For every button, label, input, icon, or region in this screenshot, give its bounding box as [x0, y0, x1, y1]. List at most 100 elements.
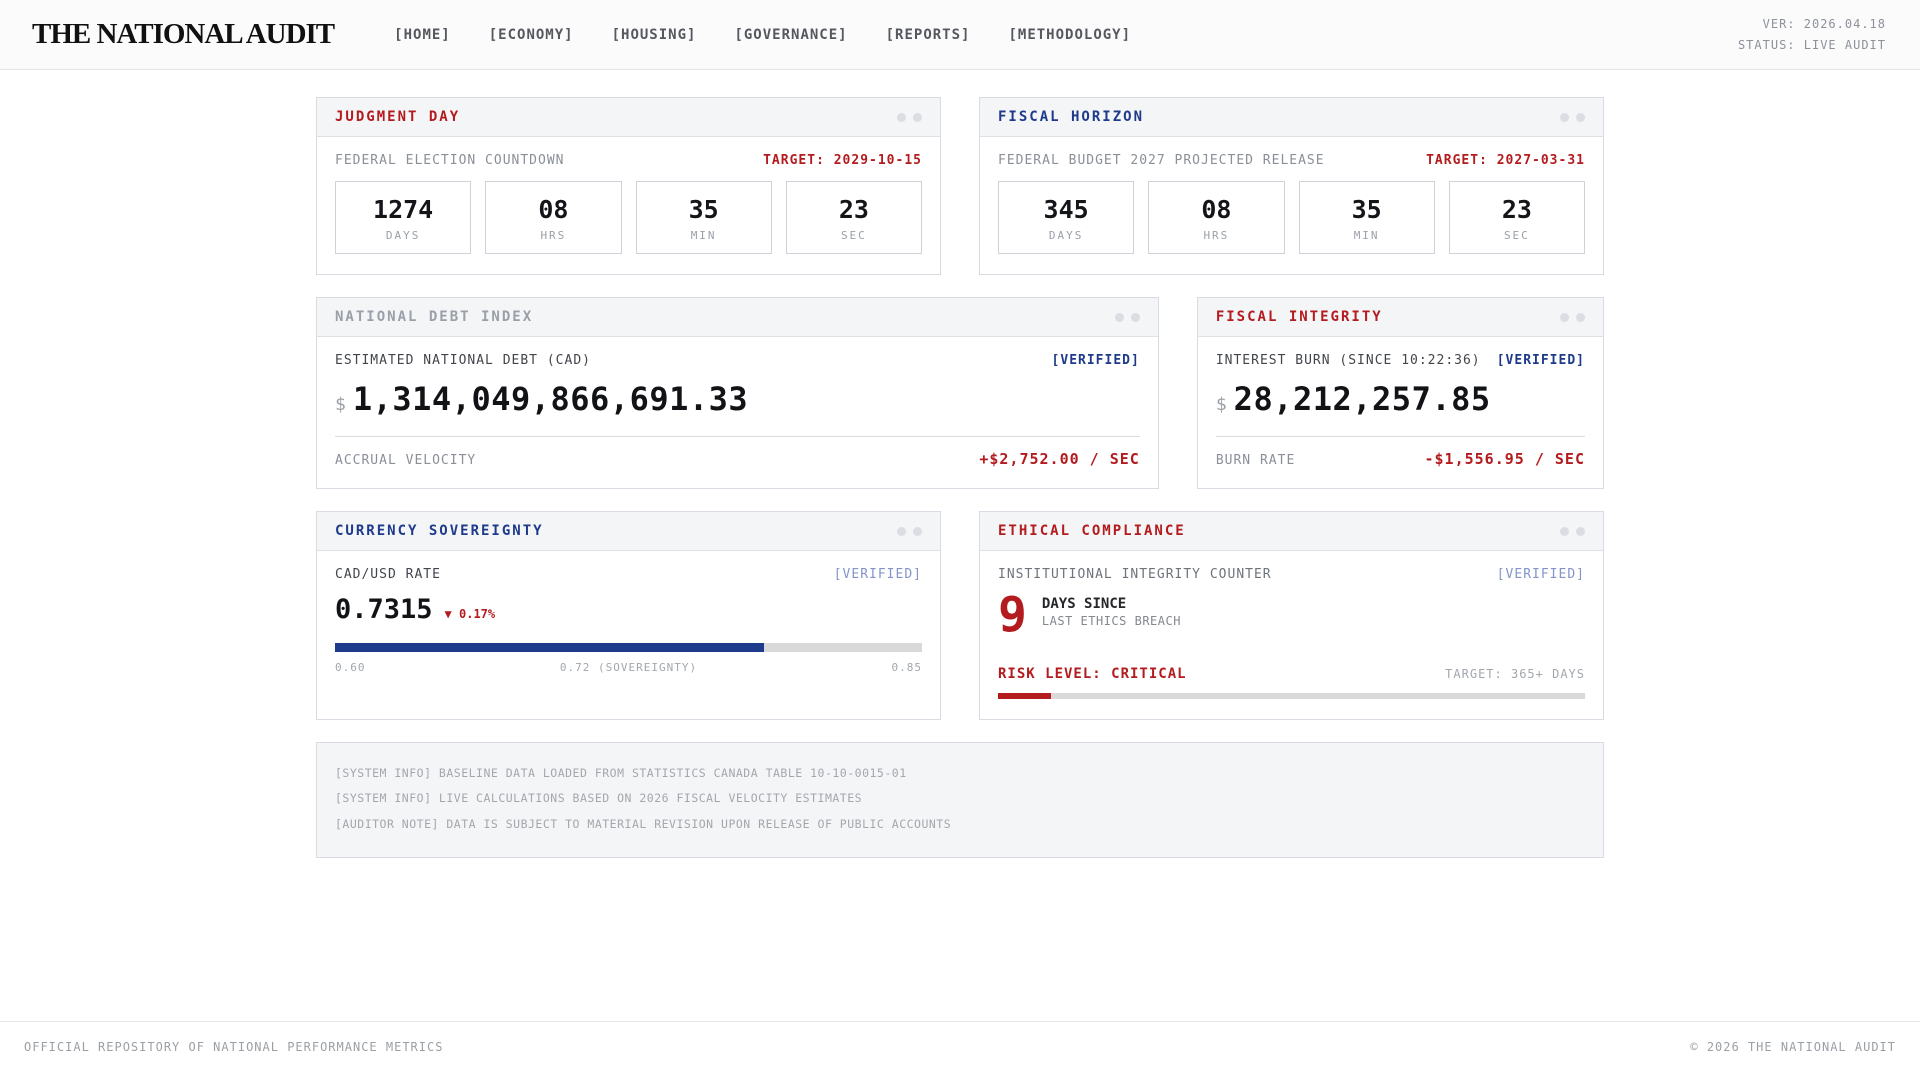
ethical-compliance-header: ETHICAL COMPLIANCE [980, 512, 1603, 551]
status-label: STATUS: LIVE AUDIT [1737, 37, 1886, 52]
divider [1215, 436, 1585, 437]
divider [335, 436, 1140, 437]
risk-progress-fill [998, 693, 1051, 700]
footer-left-text: OFFICIAL REPOSITORY OF NATIONAL PERFORMA… [24, 1040, 444, 1054]
footer-copyright: © 2026 THE NATIONAL AUDIT [1690, 1040, 1896, 1054]
burn-rate-value: -$1,556.95 / SEC [1424, 450, 1585, 468]
system-log-line: [SYSTEM INFO] BASELINE DATA LOADED FROM … [335, 766, 907, 781]
risk-target-label: TARGET: 365+ DAYS [1445, 667, 1585, 682]
integrity-counter-label: INSTITUTIONAL INTEGRITY COUNTER [998, 567, 1272, 582]
sovereignty-progress-fill [335, 643, 764, 652]
fiscal-integrity-panel: FISCAL INTEGRITY INTEREST BURN (SINCE 10… [1196, 297, 1604, 489]
verified-badge: [VERIFIED] [1496, 353, 1585, 368]
scale-mid: 0.72 (SOVEREIGNTY) [559, 661, 698, 674]
panel-title: NATIONAL DEBT INDEX [335, 309, 534, 325]
version-label: VER: 2026.04.18 [1762, 17, 1886, 32]
verified-badge: [VERIFIED] [1051, 353, 1140, 368]
countdown-sec-value: 23 [838, 195, 869, 224]
days-since-label: DAYS SINCE [1041, 596, 1127, 612]
judgment-day-panel: JUDGMENT DAY FEDERAL ELECTION COUNTDOWN … [316, 97, 941, 275]
last-breach-label: LAST ETHICS BREACH [1041, 614, 1181, 628]
countdown-days-unit: DAYS [1048, 229, 1084, 242]
countdown-target-date: TARGET: 2029-10-15 [763, 153, 922, 168]
version-status: VER: 2026.04.18 STATUS: LIVE AUDIT [1738, 14, 1886, 55]
countdown-days: 345 DAYS [998, 181, 1135, 254]
debt-value: 1,314,049,866,691.33 [352, 380, 749, 418]
top-bar: THE NATIONAL AUDIT [HOME] [ECONOMY] [HOU… [0, 0, 1920, 70]
panel-title: CURRENCY SOVEREIGNTY [335, 523, 544, 539]
system-log-line: [SYSTEM INFO] LIVE CALCULATIONS BASED ON… [335, 791, 863, 806]
fiscal-horizon-header: FISCAL HORIZON [980, 98, 1603, 137]
countdown-grid: 1274 DAYS 08 HRS 35 MIN 23 SEC [335, 181, 922, 254]
main-nav: [HOME] [ECONOMY] [HOUSING] [GOVERNANCE] … [394, 27, 1131, 43]
currency-symbol: $ [335, 394, 346, 415]
countdown-sec-unit: SEC [840, 229, 867, 242]
nav-item-housing[interactable]: [HOUSING] [611, 26, 697, 43]
countdown-min-value: 35 [688, 195, 719, 224]
countdown-days: 1274 DAYS [335, 181, 472, 254]
sovereignty-progress-track [335, 643, 922, 652]
panel-title: FISCAL HORIZON [998, 109, 1145, 125]
currency-sovereignty-header: CURRENCY SOVEREIGNTY [317, 512, 940, 551]
national-debt-header: NATIONAL DEBT INDEX [317, 298, 1158, 337]
fiscal-integrity-header: FISCAL INTEGRITY [1197, 298, 1603, 337]
countdown-days-unit: DAYS [385, 229, 421, 242]
countdown-sec-value: 23 [1501, 195, 1532, 224]
interest-burn-label: INTEREST BURN (SINCE 10:22:36) [1215, 353, 1481, 368]
countdown-min-unit: MIN [690, 229, 717, 242]
countdown-days-value: 345 [1043, 195, 1089, 224]
countdown-subtitle: FEDERAL BUDGET 2027 PROJECTED RELEASE [998, 153, 1325, 168]
risk-progress-track [998, 693, 1585, 700]
risk-level-label: RISK LEVEL: CRITICAL [998, 666, 1187, 683]
accrual-velocity-value: +$2,752.00 / SEC [979, 450, 1140, 468]
dashboard: JUDGMENT DAY FEDERAL ELECTION COUNTDOWN … [316, 70, 1604, 1021]
countdown-hrs-unit: HRS [540, 229, 567, 242]
panel-title: FISCAL INTEGRITY [1215, 309, 1383, 325]
fiscal-horizon-panel: FISCAL HORIZON FEDERAL BUDGET 2027 PROJE… [979, 97, 1604, 275]
countdown-min: 35 MIN [635, 181, 772, 254]
verified-badge: [VERIFIED] [833, 567, 922, 582]
countdown-sec: 23 SEC [785, 181, 922, 254]
countdown-min-value: 35 [1351, 195, 1382, 224]
rate-change-down: ▼ 0.17% [444, 607, 496, 621]
panel-title: JUDGMENT DAY [335, 109, 461, 125]
countdown-min-unit: MIN [1353, 229, 1380, 242]
accrual-velocity-label: ACCRUAL VELOCITY [335, 453, 477, 468]
countdown-hrs: 08 HRS [1148, 181, 1285, 254]
panel-dots-icon [1560, 112, 1585, 122]
nav-item-governance[interactable]: [GOVERNANCE] [734, 26, 848, 43]
countdown-min: 35 MIN [1298, 181, 1435, 254]
panel-title: ETHICAL COMPLIANCE [998, 523, 1186, 539]
burn-rate-label: BURN RATE [1215, 453, 1296, 468]
cad-usd-rate: 0.7315 [335, 594, 433, 625]
countdown-sec: 23 SEC [1448, 181, 1585, 254]
panel-dots-icon [1560, 526, 1585, 536]
countdown-days-value: 1274 [373, 195, 434, 224]
site-logo[interactable]: THE NATIONAL AUDIT [32, 18, 335, 50]
nav-item-methodology[interactable]: [METHODOLOGY] [1008, 26, 1132, 43]
nav-item-economy[interactable]: [ECONOMY] [488, 26, 574, 43]
national-debt-panel: NATIONAL DEBT INDEX ESTIMATED NATIONAL D… [316, 297, 1159, 489]
panel-dots-icon [1114, 312, 1140, 322]
panel-dots-icon [897, 526, 922, 536]
debt-label: ESTIMATED NATIONAL DEBT (CAD) [335, 353, 591, 368]
auditor-note-line: [AUDITOR NOTE] DATA IS SUBJECT TO MATERI… [335, 816, 952, 831]
panel-dots-icon [897, 112, 922, 122]
countdown-hrs: 08 HRS [485, 181, 622, 254]
countdown-subtitle: FEDERAL ELECTION COUNTDOWN [335, 153, 565, 168]
currency-sovereignty-panel: CURRENCY SOVEREIGNTY CAD/USD RATE [VERIF… [316, 511, 941, 721]
countdown-hrs-value: 08 [1201, 195, 1232, 224]
nav-item-home[interactable]: [HOME] [394, 26, 451, 43]
countdown-target-date: TARGET: 2027-03-31 [1426, 153, 1585, 168]
ethical-compliance-panel: ETHICAL COMPLIANCE INSTITUTIONAL INTEGRI… [979, 511, 1604, 721]
scale-max: 0.85 [891, 661, 922, 674]
days-since-count: 9 [998, 587, 1027, 643]
interest-burn-value: 28,212,257.85 [1233, 380, 1491, 418]
system-log-box: [SYSTEM INFO] BASELINE DATA LOADED FROM … [316, 742, 1604, 859]
nav-item-reports[interactable]: [REPORTS] [885, 26, 971, 43]
countdown-hrs-value: 08 [538, 195, 569, 224]
page-footer: OFFICIAL REPOSITORY OF NATIONAL PERFORMA… [0, 1021, 1920, 1080]
panel-dots-icon [1560, 312, 1585, 322]
currency-symbol: $ [1215, 394, 1227, 415]
scale-min: 0.60 [335, 661, 366, 674]
